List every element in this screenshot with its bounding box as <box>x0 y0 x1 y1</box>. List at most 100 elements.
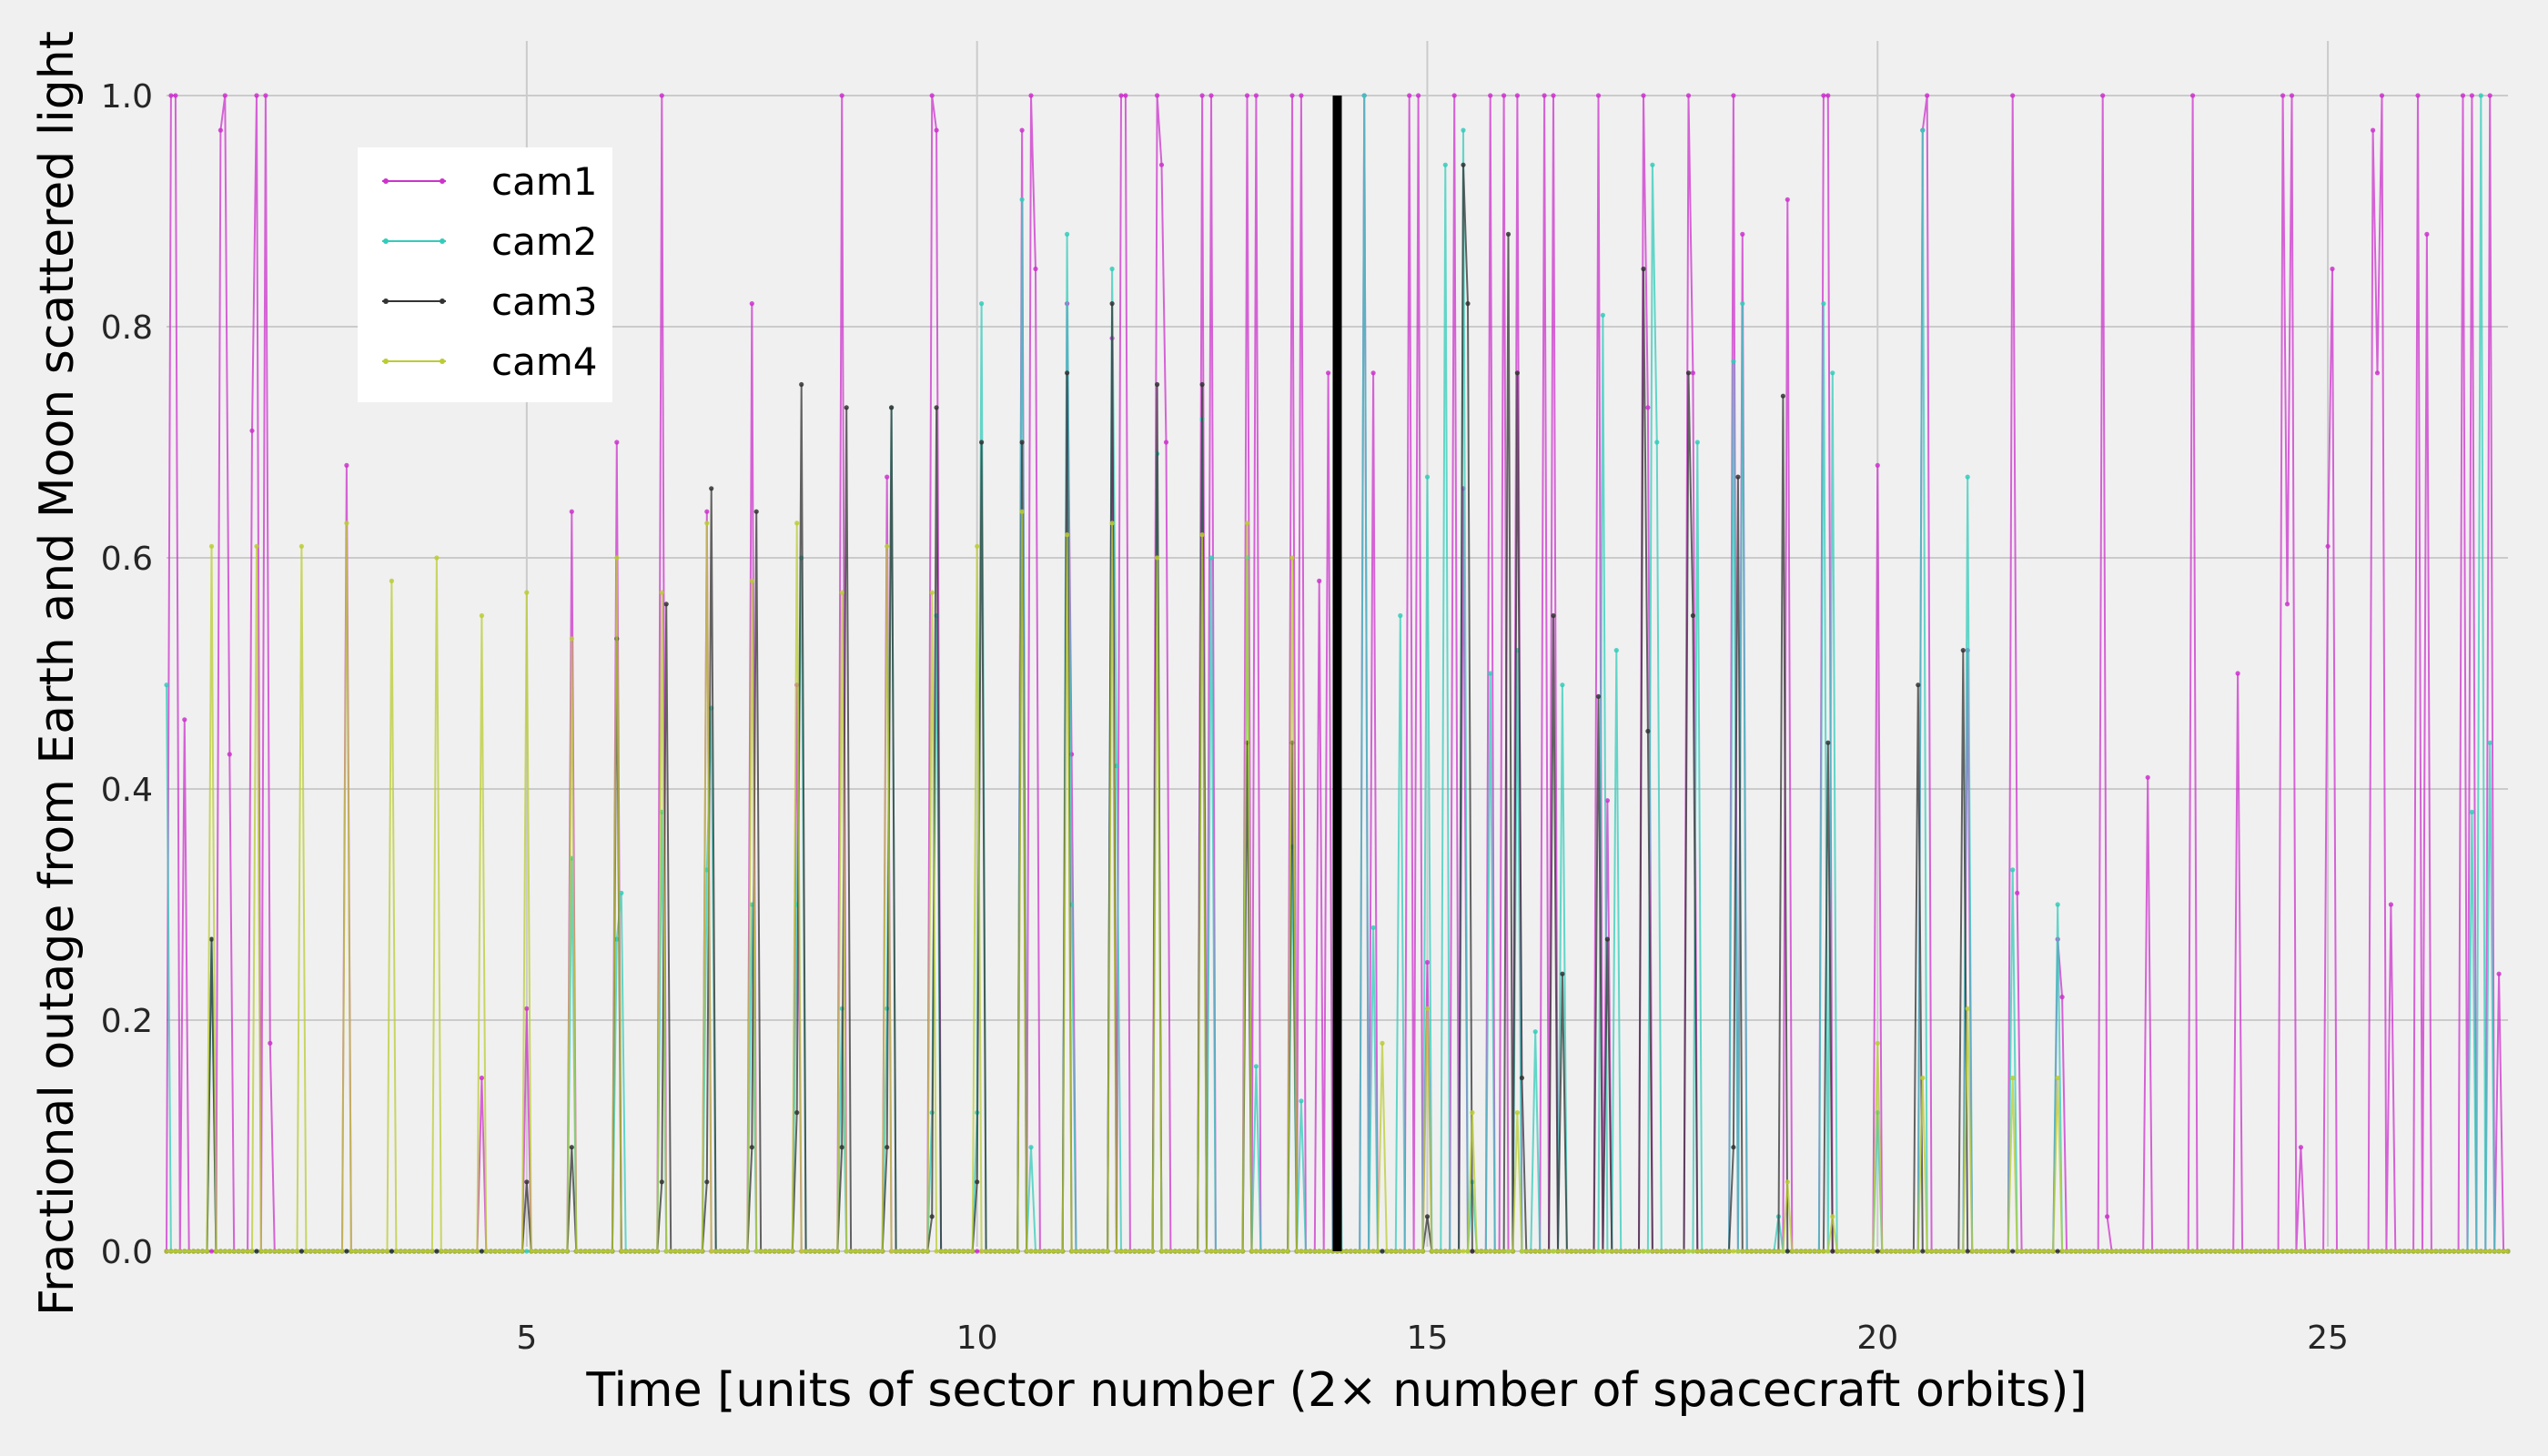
data-point-cam3 <box>1461 162 1466 167</box>
data-point-cam4 <box>790 1249 795 1254</box>
data-point-cam3 <box>844 405 849 410</box>
data-point-cam1 <box>1645 405 1651 410</box>
x-tick-label: 10 <box>956 1320 998 1357</box>
data-point-cam1 <box>344 462 349 468</box>
legend-label-cam2: cam2 <box>491 219 597 264</box>
data-point-cam4 <box>2087 1249 2092 1254</box>
data-point-cam4 <box>222 1249 228 1254</box>
data-point-cam1 <box>1163 440 1169 445</box>
data-point-cam4 <box>430 1249 435 1254</box>
data-point-cam4 <box>1542 1249 1547 1254</box>
data-point-cam4 <box>605 1249 611 1254</box>
legend-box <box>358 147 612 402</box>
data-point-cam4 <box>2392 1249 2398 1254</box>
data-point-cam4 <box>1528 1249 1533 1254</box>
data-point-cam4 <box>1208 1249 1214 1254</box>
data-point-cam4 <box>1505 1249 1512 1254</box>
data-point-cam4 <box>713 1249 719 1254</box>
data-point-cam4 <box>1361 1249 1367 1254</box>
data-point-cam4 <box>1289 555 1295 561</box>
data-point-cam4 <box>2221 1249 2227 1254</box>
data-point-cam4 <box>1587 1249 1592 1254</box>
data-point-cam4 <box>483 1249 489 1254</box>
data-point-cam4 <box>379 1249 386 1254</box>
data-point-cam4 <box>2429 1249 2434 1254</box>
data-point-cam4 <box>411 1249 417 1254</box>
data-point-cam4 <box>1920 1075 1926 1081</box>
data-point-cam4 <box>844 1249 849 1254</box>
data-point-cam4 <box>245 1249 250 1254</box>
data-point-cam4 <box>358 1249 363 1254</box>
data-point-cam1 <box>1424 959 1431 966</box>
data-point-cam4 <box>1906 1249 1912 1254</box>
data-point-cam2 <box>1442 162 1448 167</box>
data-point-cam4 <box>1253 1249 1259 1254</box>
data-point-cam4 <box>781 1249 786 1254</box>
data-point-cam4 <box>654 1249 660 1254</box>
data-point-cam4 <box>1447 1249 1452 1254</box>
data-point-cam4 <box>587 1249 592 1254</box>
data-point-cam4 <box>398 1249 403 1254</box>
data-point-cam4 <box>1749 1249 1754 1254</box>
data-point-cam4 <box>2258 1249 2263 1254</box>
data-point-cam4 <box>1393 1249 1399 1254</box>
data-point-cam4 <box>763 1249 768 1254</box>
data-point-cam4 <box>1456 1249 1461 1254</box>
data-point-cam4 <box>2492 1249 2497 1254</box>
data-point-cam4 <box>632 1249 638 1254</box>
data-point-cam4 <box>2010 1075 2016 1081</box>
data-point-cam4 <box>533 1249 539 1254</box>
data-point-cam4 <box>906 1249 913 1254</box>
data-point-cam2 <box>1613 648 1619 653</box>
data-point-cam4 <box>1411 1249 1417 1254</box>
data-point-cam4 <box>289 1249 296 1254</box>
data-point-cam3 <box>1965 1249 1970 1254</box>
data-point-cam1 <box>659 93 664 98</box>
data-point-cam4 <box>1172 1249 1178 1254</box>
y-tick-label: 0.4 <box>101 772 153 809</box>
data-point-cam4 <box>434 555 440 561</box>
data-point-cam4 <box>2460 1249 2466 1254</box>
data-point-cam1 <box>1370 370 1376 376</box>
data-point-cam4 <box>1065 532 1070 538</box>
data-point-cam4 <box>1389 1249 1394 1254</box>
data-point-cam4 <box>573 1249 579 1254</box>
data-point-cam4 <box>723 1249 728 1254</box>
legend-label-cam3: cam3 <box>491 279 597 324</box>
data-point-cam4 <box>1604 1249 1610 1254</box>
data-point-cam4 <box>1803 1249 1808 1254</box>
legend-marker-cam4 <box>383 359 389 364</box>
data-point-cam4 <box>2473 1249 2479 1254</box>
data-point-cam4 <box>303 1249 308 1254</box>
data-point-cam4 <box>1902 1249 1907 1254</box>
data-point-cam4 <box>448 1249 453 1254</box>
data-point-cam4 <box>569 636 574 642</box>
data-point-cam1 <box>2388 902 2393 907</box>
data-point-cam1 <box>2371 127 2376 133</box>
data-point-cam1 <box>1199 93 1205 98</box>
data-point-cam3 <box>1551 612 1556 619</box>
data-point-cam4 <box>2262 1249 2268 1254</box>
data-point-cam4 <box>2230 1249 2236 1254</box>
data-point-cam3 <box>794 1110 800 1116</box>
data-point-cam4 <box>1321 1249 1327 1254</box>
data-point-cam4 <box>996 1249 1002 1254</box>
data-point-cam4 <box>862 1249 867 1254</box>
data-point-cam1 <box>263 93 268 98</box>
data-point-cam4 <box>520 1249 525 1254</box>
data-point-cam4 <box>492 1249 498 1254</box>
data-point-cam4 <box>915 1249 921 1254</box>
data-point-cam4 <box>816 1249 823 1254</box>
legend-label-cam4: cam4 <box>491 339 597 384</box>
data-point-cam2 <box>1654 440 1660 445</box>
data-point-cam4 <box>1946 1249 1952 1254</box>
data-point-cam4 <box>281 1249 287 1254</box>
data-point-cam4 <box>1911 1249 1916 1254</box>
data-point-cam4 <box>2316 1249 2321 1254</box>
data-point-cam4 <box>1433 1249 1439 1254</box>
data-point-cam4 <box>542 1249 548 1254</box>
data-point-cam2 <box>2055 902 2060 907</box>
data-point-cam4 <box>2289 1249 2295 1254</box>
data-point-cam4 <box>2401 1249 2407 1254</box>
data-point-cam4 <box>1474 1249 1480 1254</box>
